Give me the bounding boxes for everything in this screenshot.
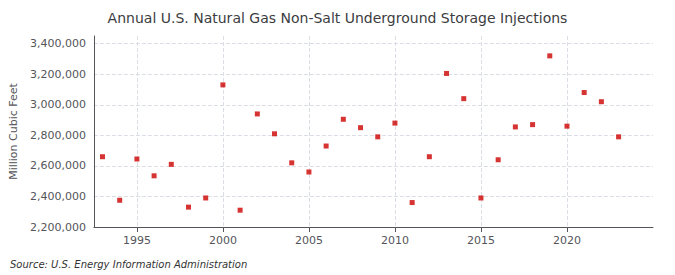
svg-text:2000: 2000	[209, 234, 237, 247]
svg-text:2,600,000: 2,600,000	[30, 159, 86, 172]
svg-text:2,800,000: 2,800,000	[30, 129, 86, 142]
svg-text:2010: 2010	[381, 234, 409, 247]
svg-text:Annual U.S. Natural Gas Non-Sa: Annual U.S. Natural Gas Non-Salt Undergr…	[108, 10, 568, 26]
svg-text:Source: U.S. Energy Informatio: Source: U.S. Energy Information Administ…	[10, 259, 247, 270]
svg-text:1995: 1995	[123, 234, 151, 247]
svg-text:3,000,000: 3,000,000	[30, 98, 86, 111]
svg-text:2,400,000: 2,400,000	[30, 190, 86, 203]
svg-text:2005: 2005	[295, 234, 323, 247]
svg-text:2015: 2015	[467, 234, 495, 247]
svg-text:Million Cubic Feet: Million Cubic Feet	[7, 82, 20, 179]
svg-text:3,200,000: 3,200,000	[30, 68, 86, 81]
svg-text:2,200,000: 2,200,000	[30, 221, 86, 234]
svg-text:3,400,000: 3,400,000	[30, 37, 86, 50]
svg-text:2020: 2020	[553, 234, 581, 247]
